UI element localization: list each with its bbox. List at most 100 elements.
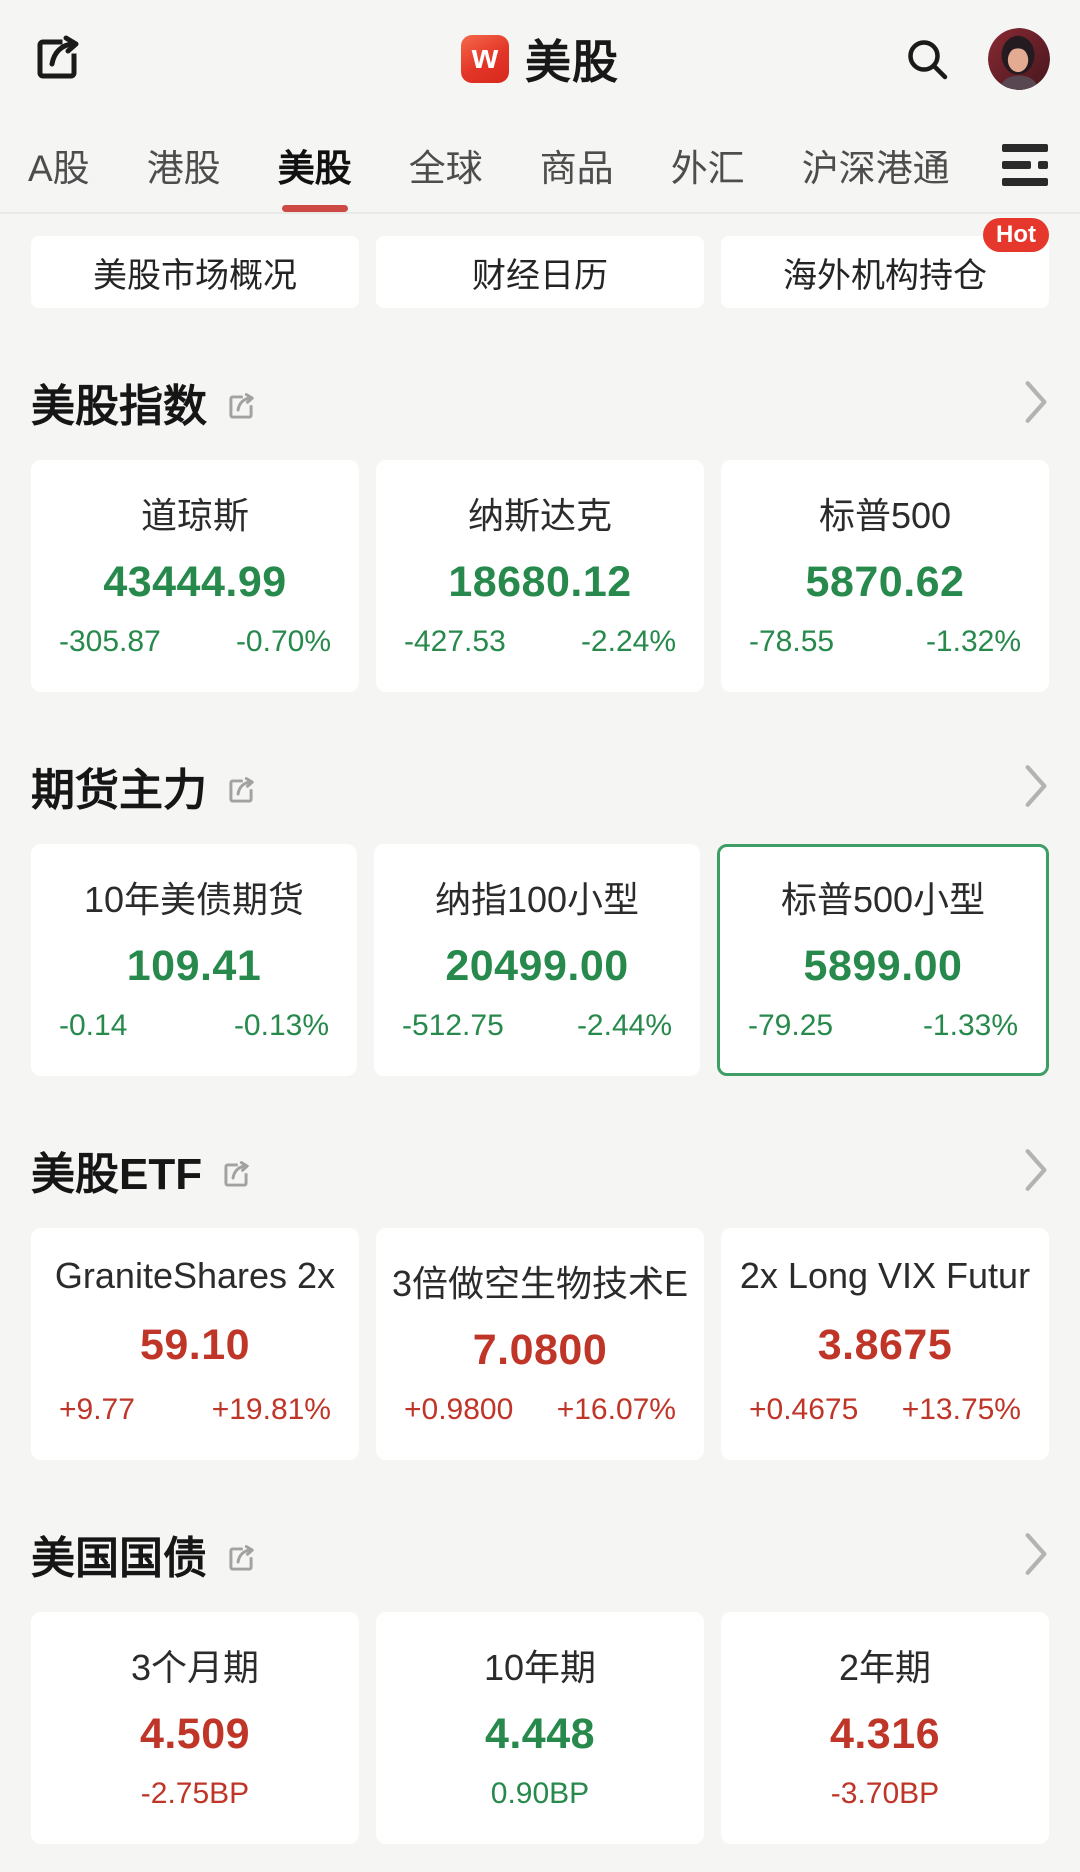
- avatar[interactable]: [988, 28, 1050, 90]
- tab-label: 沪深港通: [801, 148, 950, 189]
- tab-label: 港股: [146, 148, 221, 189]
- quote-card[interactable]: 标普500 5870.62 -78.55 -1.32%: [721, 460, 1049, 692]
- menu-icon[interactable]: [1002, 118, 1052, 212]
- last-price: 3.8675: [817, 1320, 953, 1369]
- section-title: 美股指数: [31, 382, 207, 431]
- instrument-name: 纳指100小型: [434, 879, 640, 920]
- quote-card[interactable]: 3个月期 4.509 -2.75BP: [31, 1612, 359, 1844]
- chevron-right-icon[interactable]: [1023, 379, 1049, 425]
- menu-bar: [1002, 144, 1048, 152]
- quote-card[interactable]: 2x Long VIX Futur 3.8675 +0.4675 +13.75%: [721, 1228, 1049, 1460]
- tab-bar: A股 港股 美股 全球 商品 外汇 沪深港通: [0, 118, 1080, 214]
- last-price: 109.41: [126, 941, 262, 990]
- change-value: +0.9800: [404, 1393, 514, 1426]
- change-row: +0.9800 +16.07%: [376, 1393, 704, 1427]
- quick-link-button[interactable]: 美股市场概况: [31, 236, 359, 308]
- card-row: 10年美债期货 109.41 -0.14 -0.13% 纳指100小型 2049…: [0, 844, 1080, 1076]
- change-percent: -0.70%: [235, 625, 331, 658]
- tab-label: 美股: [277, 148, 352, 189]
- tab-美股[interactable]: 美股: [278, 118, 352, 212]
- change-percent: -1.33%: [922, 1009, 1018, 1042]
- section-header[interactable]: 美股指数: [31, 372, 1049, 432]
- quick-link-label: 美股市场概况: [93, 256, 297, 295]
- last-price: 4.509: [139, 1709, 251, 1758]
- section-header[interactable]: 期货主力: [31, 756, 1049, 816]
- tab-A股[interactable]: A股: [28, 118, 90, 212]
- quote-card[interactable]: 3倍做空生物技术E 7.0800 +0.9800 +16.07%: [376, 1228, 704, 1460]
- share-icon[interactable]: [225, 775, 257, 807]
- chevron-right-icon[interactable]: [1023, 1531, 1049, 1577]
- chevron-right-icon[interactable]: [1023, 763, 1049, 809]
- change-percent: -2.24%: [580, 625, 676, 658]
- menu-bar: [1002, 161, 1052, 169]
- section-header[interactable]: 美股ETF: [31, 1140, 1049, 1200]
- section: 期货主力 10年美债期货 109.41 -0.14 -0.13% 纳指100小型: [0, 756, 1080, 1076]
- share-icon[interactable]: [225, 1543, 257, 1575]
- tab-list: A股 港股 美股 全球 商品 外汇 沪深港通: [28, 118, 988, 212]
- quote-card[interactable]: GraniteShares 2x 59.10 +9.77 +19.81%: [31, 1228, 359, 1460]
- instrument-name: 道琼斯: [140, 495, 249, 536]
- change-value: -427.53: [404, 625, 506, 658]
- instrument-name: 标普500: [818, 495, 952, 536]
- change-value: -3.70BP: [830, 1777, 940, 1810]
- change-value: -2.75BP: [140, 1777, 250, 1810]
- quick-link-label: 财经日历: [472, 256, 608, 295]
- change-value: 0.90BP: [490, 1777, 590, 1810]
- quick-link-button[interactable]: 海外机构持仓 Hot: [721, 218, 1049, 308]
- hot-badge: Hot: [983, 218, 1049, 253]
- change-row: -3.70BP: [721, 1777, 1049, 1811]
- instrument-name: 标普500小型: [780, 879, 986, 920]
- page-title-text: 美股: [525, 36, 619, 88]
- change-value: -78.55: [749, 625, 835, 658]
- share-icon[interactable]: [220, 1159, 252, 1191]
- sections: 美股指数 道琼斯 43444.99 -305.87 -0.70% 纳斯达克 18…: [0, 372, 1080, 1844]
- tab-商品[interactable]: 商品: [540, 118, 614, 212]
- tab-label: 全球: [408, 148, 483, 189]
- change-value: -512.75: [402, 1009, 504, 1042]
- quote-card[interactable]: 标普500小型 5899.00 -79.25 -1.33%: [717, 844, 1049, 1076]
- quote-card[interactable]: 道琼斯 43444.99 -305.87 -0.70%: [31, 460, 359, 692]
- share-icon[interactable]: [225, 391, 257, 423]
- last-price: 59.10: [139, 1320, 251, 1369]
- section: 美股ETF GraniteShares 2x 59.10 +9.77 +19.8…: [0, 1140, 1080, 1460]
- change-row: +9.77 +19.81%: [31, 1393, 359, 1427]
- instrument-name: 3个月期: [130, 1647, 260, 1688]
- section: 美股指数 道琼斯 43444.99 -305.87 -0.70% 纳斯达克 18…: [0, 372, 1080, 692]
- change-row: -78.55 -1.32%: [721, 625, 1049, 659]
- change-row: -427.53 -2.24%: [376, 625, 704, 659]
- quote-card[interactable]: 10年期 4.448 0.90BP: [376, 1612, 704, 1844]
- tab-全球[interactable]: 全球: [409, 118, 483, 212]
- last-price: 7.0800: [472, 1325, 608, 1374]
- card-row: GraniteShares 2x 59.10 +9.77 +19.81% 3倍做…: [0, 1228, 1080, 1460]
- quote-card[interactable]: 纳指100小型 20499.00 -512.75 -2.44%: [374, 844, 700, 1076]
- change-percent: -2.44%: [576, 1009, 672, 1042]
- quick-link-label: 海外机构持仓: [783, 256, 987, 295]
- tab-外汇[interactable]: 外汇: [671, 118, 745, 212]
- change-value: +0.4675: [749, 1393, 859, 1426]
- tab-沪深港通[interactable]: 沪深港通: [802, 118, 950, 212]
- search-icon[interactable]: [902, 34, 952, 84]
- quote-card[interactable]: 2年期 4.316 -3.70BP: [721, 1612, 1049, 1844]
- chevron-right-icon[interactable]: [1023, 1147, 1049, 1193]
- change-percent: -0.13%: [233, 1009, 329, 1042]
- section-header[interactable]: 美国国债: [31, 1524, 1049, 1584]
- change-value: -305.87: [59, 625, 161, 658]
- quote-card[interactable]: 10年美债期货 109.41 -0.14 -0.13%: [31, 844, 357, 1076]
- change-row: -0.14 -0.13%: [31, 1009, 357, 1043]
- share-icon[interactable]: [30, 32, 84, 86]
- menu-bar: [1002, 178, 1048, 186]
- last-price: 5899.00: [803, 941, 963, 990]
- instrument-name: 纳斯达克: [467, 495, 612, 536]
- tab-港股[interactable]: 港股: [147, 118, 221, 212]
- instrument-name: GraniteShares 2x: [54, 1255, 336, 1296]
- change-value: +9.77: [59, 1393, 135, 1426]
- card-row: 3个月期 4.509 -2.75BP 10年期 4.448 0.90BP 2年期…: [0, 1612, 1080, 1844]
- quote-card[interactable]: 纳斯达克 18680.12 -427.53 -2.24%: [376, 460, 704, 692]
- change-row: -305.87 -0.70%: [31, 625, 359, 659]
- change-row: -2.75BP: [31, 1777, 359, 1811]
- quick-link-button[interactable]: 财经日历: [376, 236, 704, 308]
- quick-links: 美股市场概况 财经日历 海外机构持仓 Hot: [0, 214, 1080, 308]
- top-bar-right: [902, 28, 1050, 90]
- instrument-name: 2年期: [838, 1647, 932, 1688]
